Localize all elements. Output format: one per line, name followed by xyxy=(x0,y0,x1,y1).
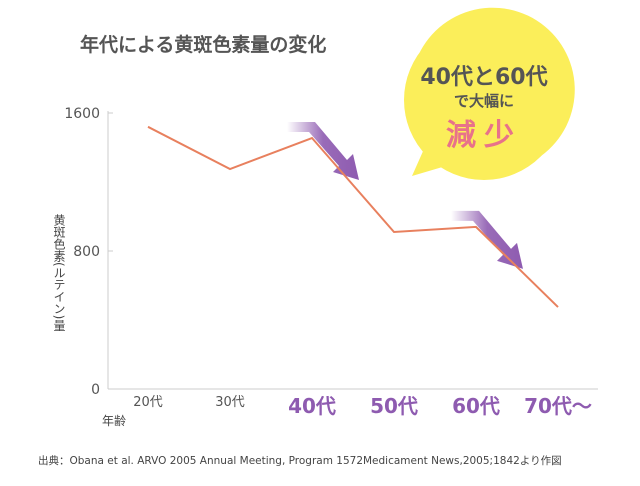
x-tick-label: 40代 xyxy=(288,394,336,418)
series-line xyxy=(147,125,559,308)
trend-arrow xyxy=(451,210,523,269)
x-tick-label: 20代 xyxy=(133,395,163,410)
x-tick-label: 30代 xyxy=(215,395,245,410)
x-tick-label: 60代 xyxy=(452,394,500,418)
y-tick-label: 0 xyxy=(91,382,100,398)
x-tick-label: 50代 xyxy=(370,394,418,418)
y-tick-label: 800 xyxy=(73,244,100,260)
y-tick-label: 1600 xyxy=(64,106,100,122)
x-tick-label: 70代〜 xyxy=(524,394,592,418)
callout-line1: 40代と60代 xyxy=(420,65,547,90)
source-citation: 出典：Obana et al. ARVO 2005 Annual Meeting… xyxy=(38,455,562,467)
callout-line2: で大幅に xyxy=(454,92,514,110)
chart-title: 年代による黄斑色素量の変化 xyxy=(80,34,327,56)
callout-line3: 減少 xyxy=(446,118,522,153)
down-arrow-icon xyxy=(451,210,523,269)
callout-bubble: 40代と60代 で大幅に 減少 xyxy=(404,7,575,180)
y-axis-label: 黄斑色素(ルテイン)量 xyxy=(52,214,66,332)
down-arrow-icon xyxy=(287,122,359,181)
trend-arrow xyxy=(287,122,359,181)
x-axis-label: 年齢 xyxy=(102,414,127,428)
